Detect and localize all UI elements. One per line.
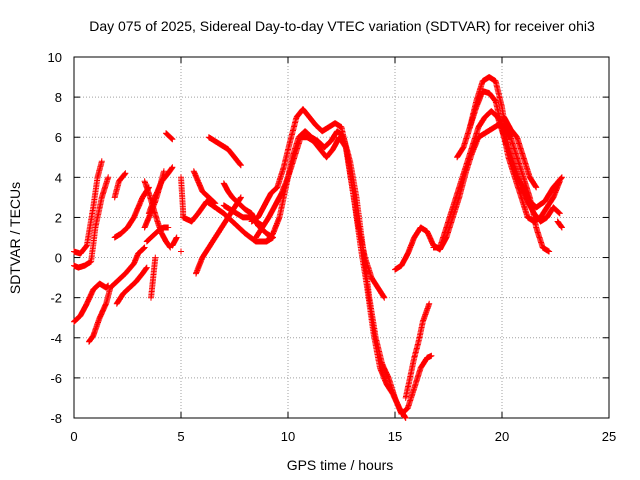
series-sat-d <box>86 244 148 345</box>
data-point-markers <box>178 248 184 255</box>
data-point-markers <box>402 300 433 401</box>
series-sat-ee <box>501 114 540 191</box>
plot-frame <box>73 56 610 419</box>
data-point-markers <box>71 174 112 271</box>
y-tick-label: 0 <box>55 251 62 266</box>
data-point-markers <box>180 198 276 245</box>
y-tick-label: -2 <box>50 291 62 306</box>
y-axis-label: SDTVAR / TECUs <box>7 182 23 294</box>
data-point-markers <box>466 88 563 225</box>
y-tick-label: 6 <box>55 130 62 145</box>
data-point-markers <box>71 280 112 325</box>
data-point-markers <box>86 244 148 345</box>
series-sat-z <box>402 300 433 401</box>
data-point-markers <box>113 264 150 307</box>
series-sat-a <box>71 158 105 257</box>
data-point-markers <box>205 134 244 169</box>
data-point-markers <box>163 130 176 143</box>
y-tick-label: -8 <box>50 411 62 426</box>
x-tick-label: 15 <box>388 429 402 444</box>
x-tick-label: 0 <box>70 429 77 444</box>
x-tick-label: 5 <box>177 429 184 444</box>
series-sat-c <box>71 280 112 325</box>
tick-labels: 0 5 10 15 20 25 -8 -6 -4 -2 0 2 4 6 8 10 <box>48 50 617 444</box>
series-sat-y <box>263 128 435 417</box>
series-sat-q <box>180 198 276 245</box>
data-point-markers <box>169 234 180 249</box>
data-point-markers <box>111 170 129 201</box>
x-tick-label: 20 <box>495 429 509 444</box>
y-tick-label: -6 <box>50 371 62 386</box>
y-tick-label: 4 <box>55 170 62 185</box>
series-sat-g <box>113 264 150 307</box>
series-sat-r <box>190 168 219 207</box>
series-sat-e <box>111 170 129 201</box>
data-point-markers <box>111 184 152 241</box>
series-sat-k <box>143 224 172 245</box>
series-sat-dd <box>466 88 563 225</box>
data-point-markers <box>145 164 176 217</box>
x-axis-label: GPS time / hours <box>287 457 394 473</box>
data-point-markers <box>263 128 435 417</box>
series-sat-j <box>145 164 176 217</box>
y-tick-label: 2 <box>55 210 62 225</box>
data-point-markers <box>178 174 187 221</box>
series-sat-b <box>71 174 112 271</box>
data-point-markers <box>71 158 105 257</box>
series-sat-o <box>178 174 187 221</box>
series-sat-m <box>163 130 176 143</box>
x-tick-label: 25 <box>602 429 616 444</box>
series-sat-ff <box>554 218 565 231</box>
data-point-markers <box>554 218 565 231</box>
data-points <box>71 74 565 421</box>
series-sat-p <box>178 248 184 255</box>
series-sat-s <box>193 194 244 277</box>
y-tick-label: -4 <box>50 331 62 346</box>
data-point-markers <box>190 168 219 207</box>
y-tick-label: 8 <box>55 90 62 105</box>
data-point-markers <box>501 114 540 191</box>
y-tick-label: 10 <box>48 50 62 65</box>
series-sat-l <box>148 254 159 301</box>
data-point-markers <box>148 254 159 301</box>
chart-title: Day 075 of 2025, Sidereal Day-to-day VTE… <box>89 18 595 34</box>
data-point-markers <box>193 194 244 277</box>
x-tick-label: 10 <box>281 429 295 444</box>
data-point-markers <box>143 224 172 245</box>
series-sat-t <box>205 134 244 169</box>
series-sat-n <box>169 234 180 249</box>
series-sat-f <box>111 184 152 241</box>
